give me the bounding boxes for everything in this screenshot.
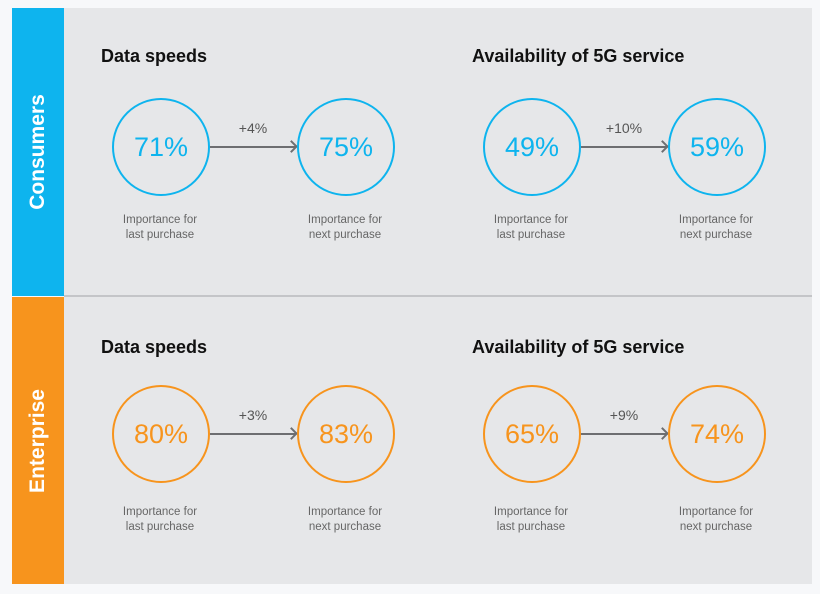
caption-line: next purchase <box>308 229 382 241</box>
change-label: +4% <box>238 120 268 136</box>
last-purchase-circle: 49% <box>483 98 581 196</box>
metric-title: Data speeds <box>101 337 208 357</box>
next-purchase-caption: Importance for next purchase <box>656 505 776 535</box>
next-purchase-circle: 74% <box>668 385 766 483</box>
caption-line: next purchase <box>679 229 753 241</box>
next-purchase-caption: Importance for next purchase <box>285 505 405 535</box>
metric-title: Data speeds <box>101 46 208 66</box>
next-purchase-circle: 59% <box>668 98 766 196</box>
caption-line: Importance for <box>307 214 383 226</box>
metric-block: Data speeds 71% +4% 75% Importance for la… <box>64 8 434 296</box>
caption-line: last purchase <box>496 229 566 241</box>
caption-line: last purchase <box>125 521 195 533</box>
section-consumers: Consumers Data speeds 71% +4% 75% Import… <box>12 8 812 296</box>
caption-line: Importance for <box>493 214 569 226</box>
last-purchase-caption: Importance for last purchase <box>471 213 591 243</box>
next-purchase-circle: 83% <box>297 385 395 483</box>
last-purchase-circle: 65% <box>483 385 581 483</box>
arrow-right-icon <box>581 146 667 148</box>
section-panel: Data speeds 71% +4% 75% Importance for la… <box>64 8 812 296</box>
section-label-bar: Consumers <box>12 8 64 296</box>
metric-title: Availability of 5G service <box>472 337 685 357</box>
next-purchase-caption: Importance for next purchase <box>285 213 405 243</box>
caption-line: next purchase <box>308 521 382 533</box>
section-enterprise: Enterprise Data speeds 80% +3% 83% Impor… <box>12 297 812 584</box>
metric-block: Data speeds 80% +3% 83% Importance for la… <box>64 297 434 584</box>
arrow-right-icon <box>210 433 296 435</box>
caption-line: next purchase <box>679 521 753 533</box>
last-purchase-caption: Importance for last purchase <box>471 505 591 535</box>
metric-block: Availability of 5G service 65% +9% 74% I… <box>435 297 805 584</box>
next-purchase-circle: 75% <box>297 98 395 196</box>
section-label: Enterprise <box>26 388 49 493</box>
caption-line: Importance for <box>678 506 754 518</box>
change-label: +10% <box>605 120 643 136</box>
section-divider <box>64 295 812 297</box>
change-label: +3% <box>238 407 268 423</box>
last-purchase-caption: Importance for last purchase <box>100 213 220 243</box>
metric-title: Availability of 5G service <box>472 46 685 66</box>
arrow-right-icon <box>210 146 296 148</box>
section-panel: Data speeds 80% +3% 83% Importance for la… <box>64 297 812 584</box>
last-purchase-caption: Importance for last purchase <box>100 505 220 535</box>
caption-line: Importance for <box>493 506 569 518</box>
caption-line: Importance for <box>307 506 383 518</box>
arrow-right-icon <box>581 433 667 435</box>
change-label: +9% <box>609 407 639 423</box>
last-purchase-circle: 71% <box>112 98 210 196</box>
caption-line: Importance for <box>678 214 754 226</box>
last-purchase-circle: 80% <box>112 385 210 483</box>
section-label-bar: Enterprise <box>12 297 64 584</box>
next-purchase-caption: Importance for next purchase <box>656 213 776 243</box>
caption-line: Importance for <box>122 214 198 226</box>
caption-line: last purchase <box>496 521 566 533</box>
caption-line: Importance for <box>122 506 198 518</box>
metric-block: Availability of 5G service 49% +10% 59% … <box>435 8 805 296</box>
caption-line: last purchase <box>125 229 195 241</box>
section-label: Consumers <box>26 94 49 210</box>
